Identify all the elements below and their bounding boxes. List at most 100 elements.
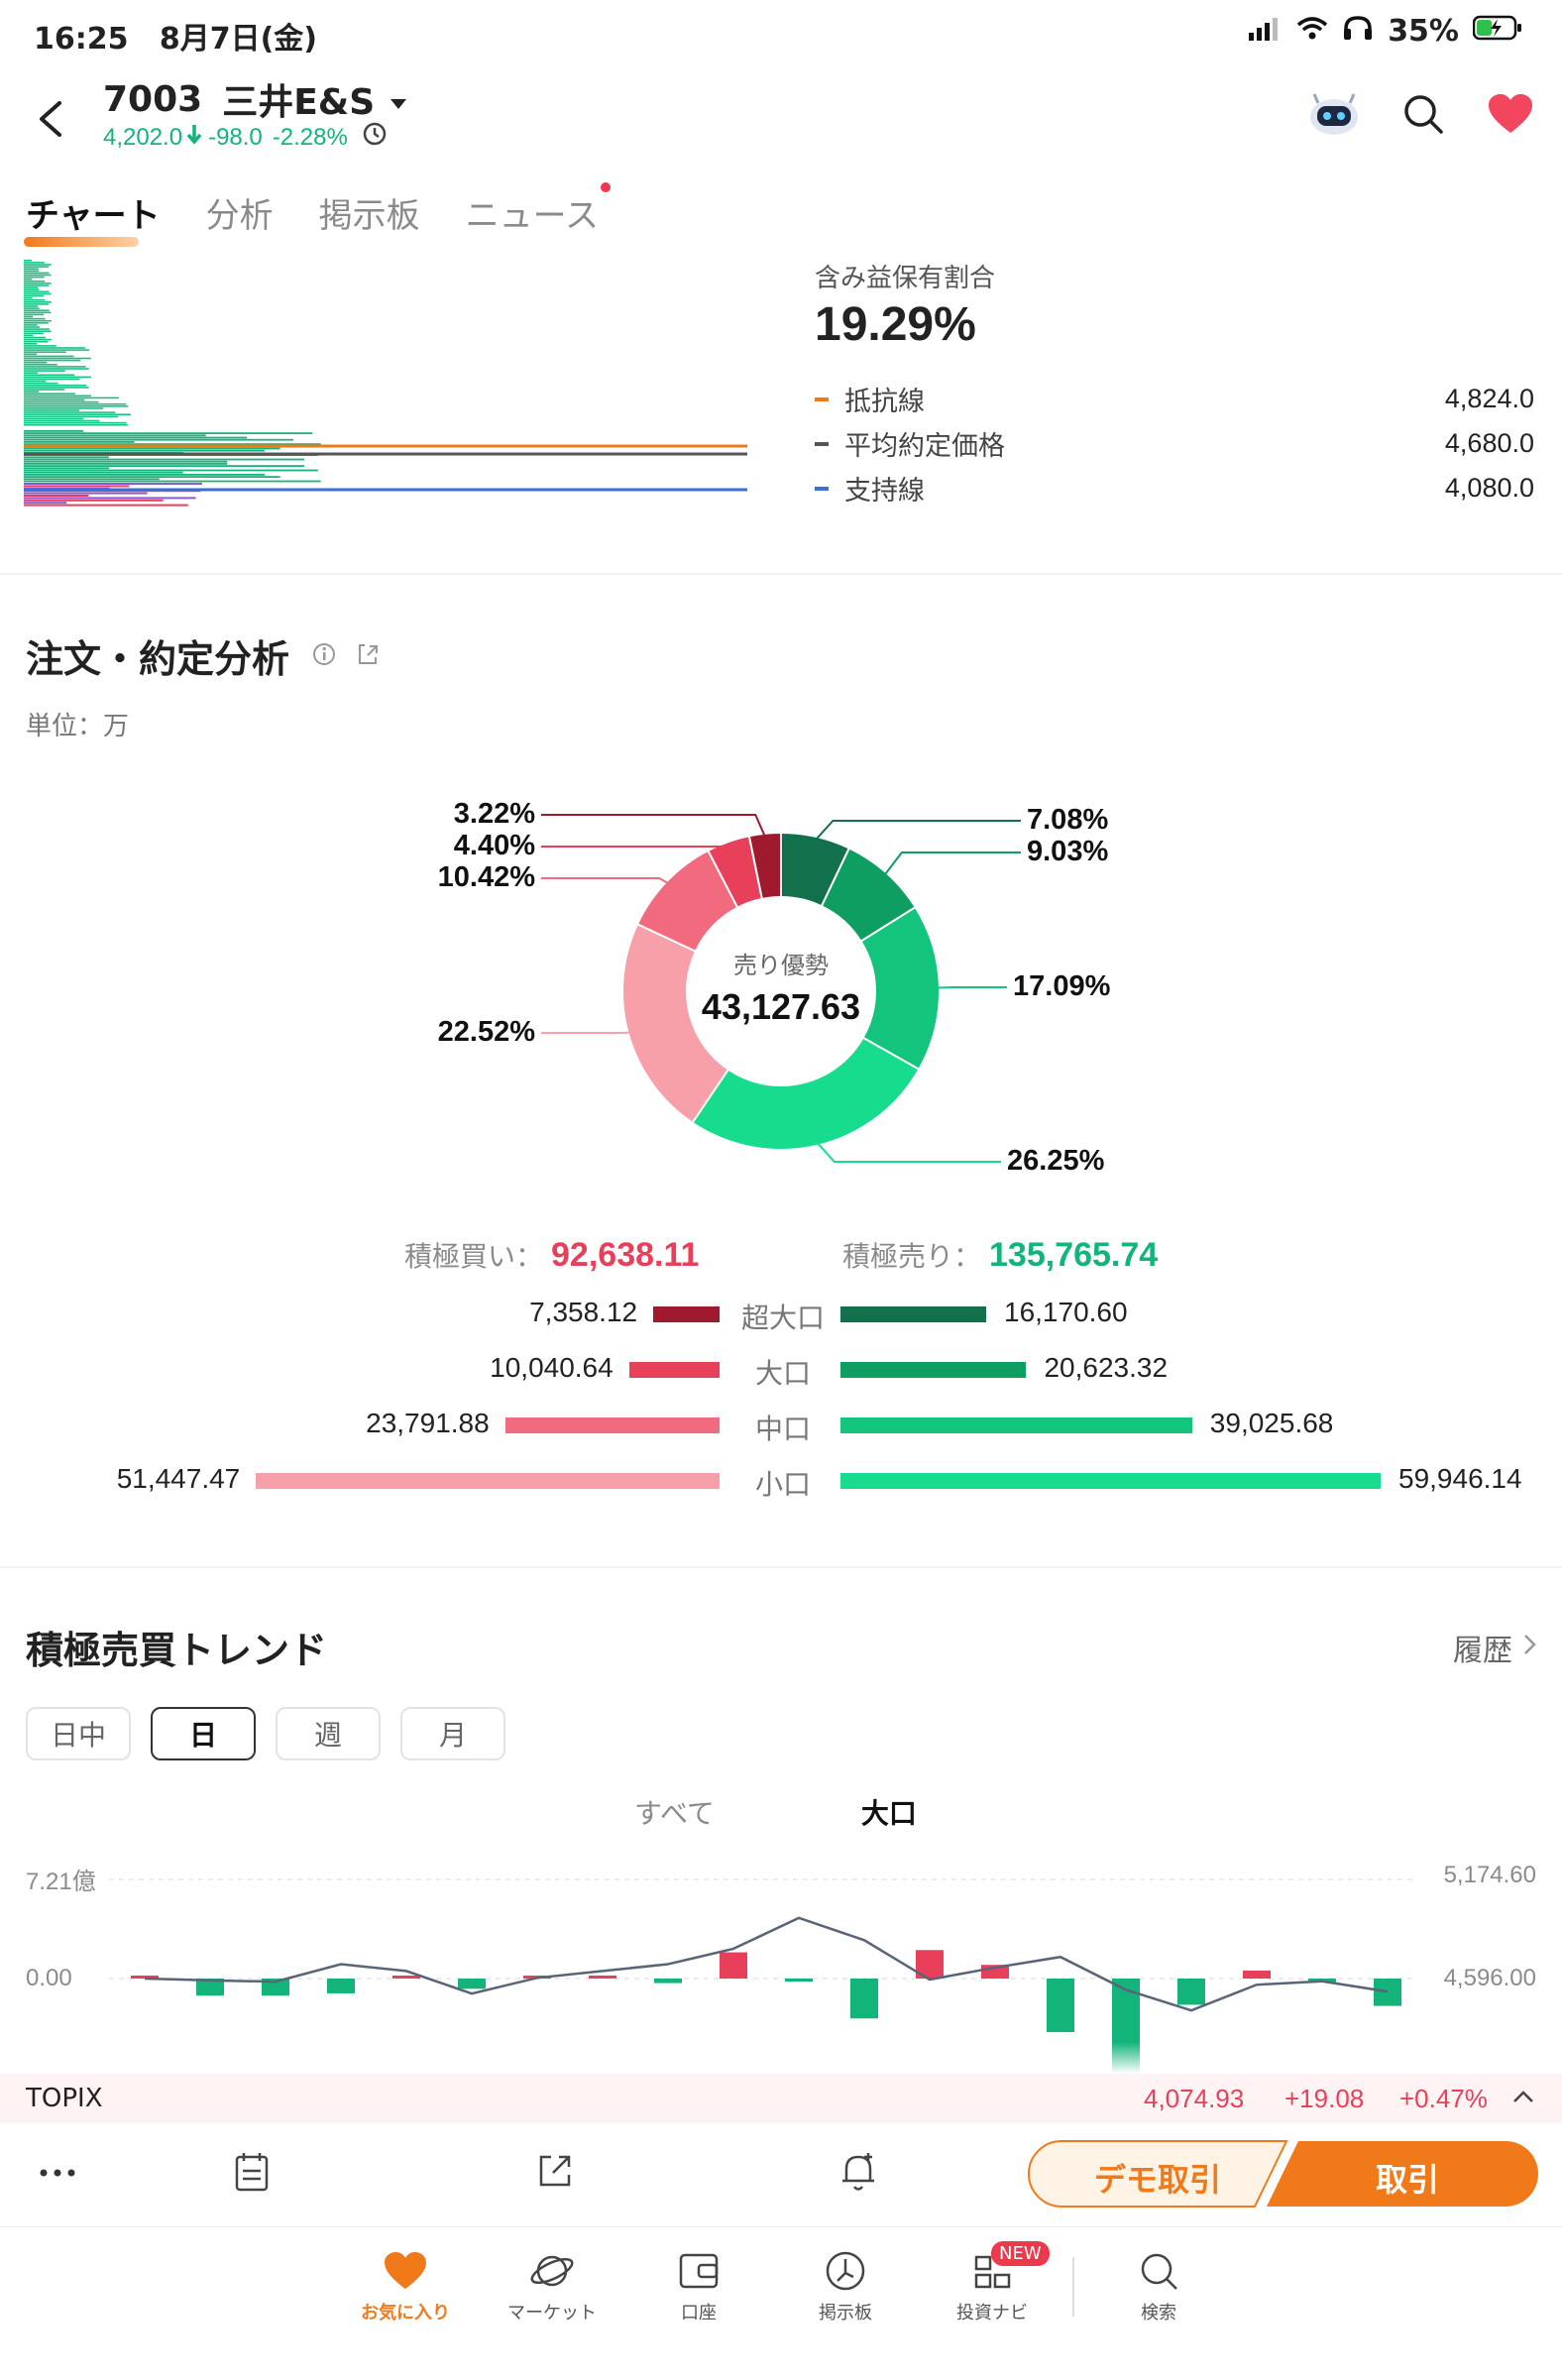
- share-icon[interactable]: [355, 641, 381, 671]
- profile-bar: [24, 305, 38, 307]
- profile-bar: [24, 293, 52, 295]
- period-month[interactable]: 月: [400, 1707, 505, 1760]
- donut-leader-line: [541, 878, 669, 884]
- profile-bar: [24, 370, 65, 372]
- profile-bar: [24, 420, 99, 422]
- topix-pct: +0.47%: [1399, 2084, 1488, 2114]
- profile-bar: [24, 397, 119, 399]
- trend-bar: [654, 1979, 682, 1983]
- profile-bar: [24, 322, 49, 324]
- profile-bar: [24, 260, 32, 262]
- profile-bar: [24, 381, 46, 383]
- favorite-heart-icon[interactable]: [1487, 93, 1534, 139]
- profile-bar: [24, 330, 51, 332]
- donut-pct-label: 3.22%: [454, 798, 535, 830]
- info-icon[interactable]: [311, 641, 337, 671]
- profile-bar: [24, 430, 83, 432]
- profile-bar: [24, 485, 129, 487]
- tab-chart[interactable]: チャート: [26, 188, 161, 237]
- profile-bar: [24, 413, 131, 415]
- trend-bar: [1047, 1979, 1074, 2032]
- notification-dot: [601, 182, 611, 192]
- profile-bar: [24, 495, 88, 497]
- profile-bar: [24, 456, 109, 458]
- search-icon[interactable]: [1401, 92, 1445, 140]
- nav-market[interactable]: マーケット: [478, 2243, 626, 2324]
- subtab-large[interactable]: 大口: [861, 1792, 917, 1832]
- period-intraday[interactable]: 日中: [26, 1707, 131, 1760]
- nav-search[interactable]: 検索: [1084, 2243, 1233, 2324]
- profile-bar: [24, 364, 57, 366]
- profile-bar: [24, 320, 52, 322]
- share-icon[interactable]: [535, 2151, 575, 2195]
- profile-bar: [24, 264, 52, 266]
- profile-bar: [24, 463, 227, 465]
- profile-bar: [24, 345, 56, 347]
- price-change-pct: -2.28%: [273, 124, 348, 152]
- profile-bar: [24, 424, 128, 426]
- chevron-up-icon[interactable]: [1510, 2084, 1536, 2116]
- profile-bar: [24, 389, 64, 391]
- headphones-icon: [1342, 14, 1374, 49]
- period-week[interactable]: 週: [276, 1707, 381, 1760]
- profile-bar: [24, 284, 49, 286]
- profile-bar: [24, 333, 44, 335]
- donut-pct-label: 22.52%: [438, 1016, 536, 1048]
- profile-bar: [24, 409, 79, 411]
- profit-ratio-label: 含み益保有割合: [815, 258, 995, 294]
- profile-bar: [24, 328, 50, 330]
- profile-bar: [24, 459, 304, 461]
- profile-bar: [24, 497, 196, 499]
- nav-favorites[interactable]: お気に入り: [331, 2243, 480, 2324]
- robot-assistant-icon[interactable]: [1308, 91, 1360, 141]
- history-link[interactable]: 履歴: [1453, 1626, 1538, 1669]
- sell-value: 39,025.68: [1210, 1408, 1334, 1439]
- profile-bar: [24, 354, 37, 356]
- profile-bar: [24, 393, 75, 395]
- nav-market-label: マーケット: [478, 2299, 626, 2324]
- action-bar: デモ取引 取引: [0, 2123, 1562, 2226]
- more-icon[interactable]: [38, 2153, 77, 2197]
- tab-analysis[interactable]: 分析: [206, 188, 274, 237]
- profile-bar: [24, 375, 74, 377]
- trade-button[interactable]: 取引: [1376, 2155, 1439, 2201]
- buy-total-label: 積極買い：: [404, 1235, 543, 1275]
- order-analysis-header: 注文・約定分析: [26, 628, 381, 683]
- profile-bar: [24, 502, 66, 504]
- profile-bar: [24, 314, 44, 316]
- price-line: 4,202.0 -98.0 -2.28%: [103, 121, 388, 154]
- donut-center-label: 売り優勢: [733, 952, 829, 979]
- demo-trade-button[interactable]: デモ取引: [1094, 2155, 1221, 2201]
- arrow-down-icon: [186, 123, 202, 152]
- profile-bar: [24, 343, 37, 345]
- profile-bar: [24, 478, 160, 480]
- planet-icon: [528, 2247, 576, 2295]
- back-button[interactable]: [20, 89, 79, 149]
- profit-ratio-value: 19.29%: [815, 297, 976, 352]
- profile-bar: [24, 360, 80, 362]
- nav-account[interactable]: 口座: [624, 2243, 773, 2324]
- alert-bell-icon[interactable]: [838, 2149, 878, 2197]
- trend-bar: [1243, 1971, 1271, 1979]
- profile-bar: [24, 275, 52, 277]
- nav-invest-navi[interactable]: 投資ナビ NEW: [918, 2243, 1066, 2324]
- profile-bar: [24, 493, 148, 495]
- subtab-all[interactable]: すべて: [634, 1792, 715, 1832]
- topix-ticker[interactable]: TOPIX 4,074.93 +19.08 +0.47%: [0, 2074, 1562, 2123]
- tab-board[interactable]: 掲示板: [319, 188, 420, 237]
- trend-bar: [392, 1976, 420, 1979]
- clock-icon: [362, 121, 388, 154]
- nav-board[interactable]: 掲示板: [771, 2243, 920, 2324]
- profile-bar: [24, 366, 86, 368]
- trend-title: 積極売買トレンド: [26, 1620, 327, 1674]
- stock-title[interactable]: 7003 三井E&S: [103, 73, 408, 125]
- note-icon[interactable]: [232, 2151, 272, 2197]
- profile-bar: [24, 396, 91, 397]
- period-day[interactable]: 日: [151, 1707, 256, 1760]
- buy-value: 23,791.88: [366, 1408, 490, 1439]
- profile-bar: [24, 299, 45, 301]
- tab-news[interactable]: ニュース: [466, 188, 599, 237]
- stock-price: 4,202.0: [103, 124, 182, 152]
- wallet-icon: [677, 2249, 721, 2293]
